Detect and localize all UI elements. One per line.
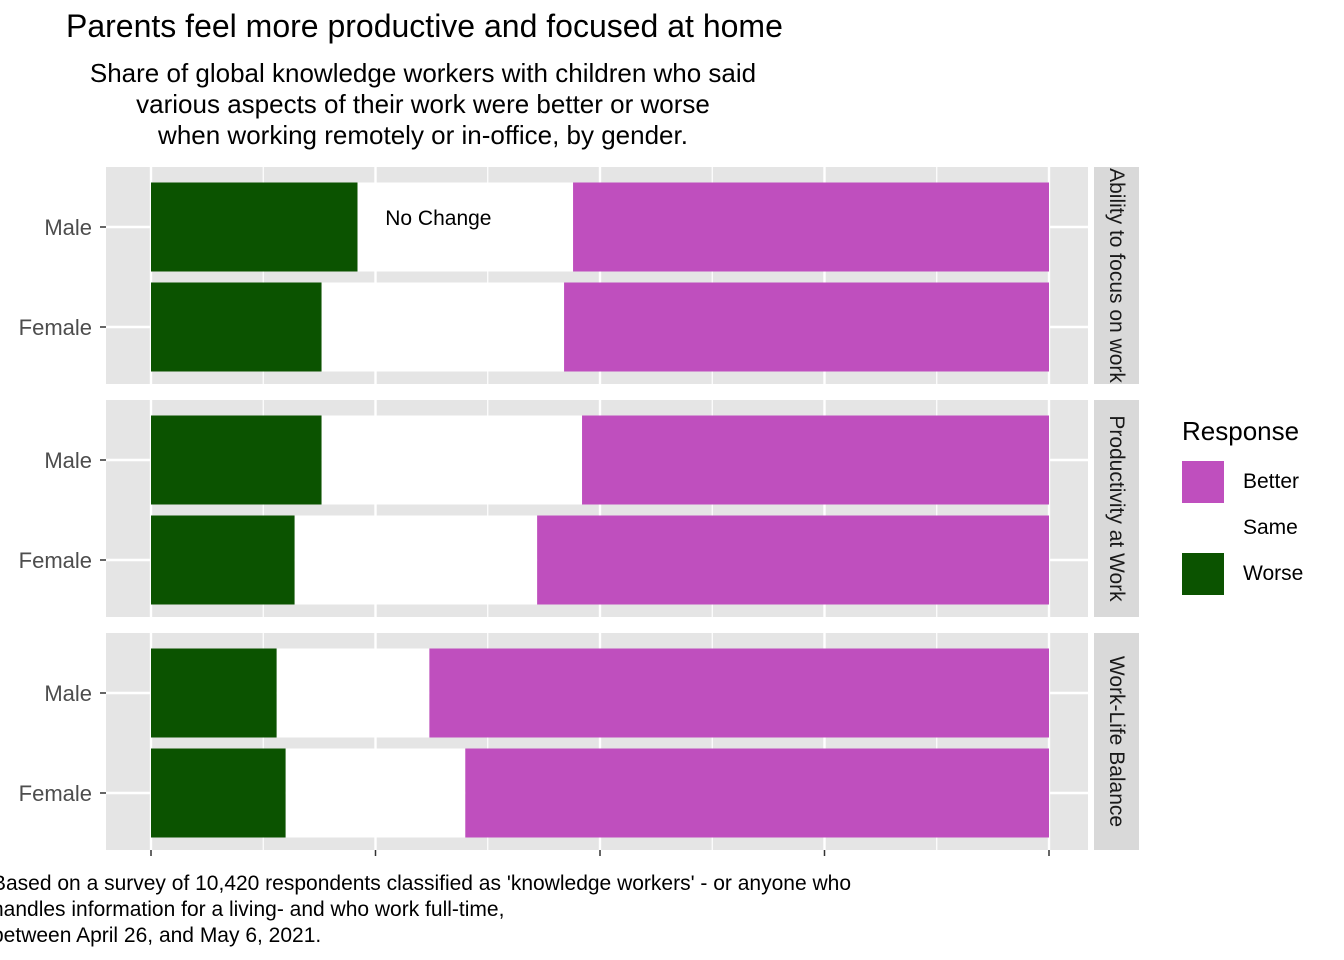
chart-caption: Based on a survey of 10,420 respondents …	[0, 872, 852, 947]
y-tick-label-female: Female	[19, 315, 92, 340]
legend-item-same: Same	[1182, 505, 1303, 551]
bar-productivity-at-work-male-worse	[151, 415, 322, 505]
bar-productivity-at-work-female-better	[537, 515, 1049, 605]
facet-strip-label-group: Work-Life Balance	[1105, 656, 1128, 827]
bar-work-life-balance-female-better	[465, 748, 1049, 838]
y-tick-label-female: Female	[19, 548, 92, 573]
legend-label-better: Better	[1243, 470, 1300, 493]
annotation-no-change: No Change	[385, 207, 491, 230]
chart-title: Parents feel more productive and focused…	[66, 8, 783, 44]
legend-label-worse: Worse	[1243, 562, 1304, 585]
bar-ability-to-focus-on-work-male-better	[573, 182, 1049, 272]
facet-strip-label-productivity-at-work: Productivity at Work	[1105, 415, 1128, 602]
facet-strip-label-ability-to-focus-on-work: Ability to focus on work	[1105, 168, 1128, 383]
facet-strip-productivity-at-work	[1094, 400, 1139, 617]
facet-strip-ability-to-focus-on-work	[1094, 167, 1139, 384]
y-tick-label-female: Female	[19, 781, 92, 806]
bar-productivity-at-work-female-same	[294, 515, 538, 605]
legend-item-better: Better	[1182, 459, 1303, 505]
bar-productivity-at-work-male-same	[321, 415, 583, 505]
bar-work-life-balance-male-same	[276, 648, 430, 738]
legend-label-same: Same	[1243, 516, 1298, 539]
legend-swatch-better	[1182, 461, 1224, 503]
bar-ability-to-focus-on-work-male-same	[357, 182, 574, 272]
y-tick-label-male: Male	[44, 215, 92, 240]
bar-ability-to-focus-on-work-female-better	[564, 282, 1049, 372]
bar-ability-to-focus-on-work-female-same	[321, 282, 565, 372]
bar-ability-to-focus-on-work-female-worse	[151, 282, 322, 372]
facet-strip-label-group: Productivity at Work	[1105, 415, 1128, 602]
bar-productivity-at-work-female-worse	[151, 515, 295, 605]
bar-productivity-at-work-male-better	[582, 415, 1049, 505]
bar-work-life-balance-female-same	[285, 748, 466, 838]
facet-strip-label-work-life-balance: Work-Life Balance	[1105, 656, 1128, 827]
legend-item-worse: Worse	[1182, 551, 1303, 597]
facet-strip-label-group: Ability to focus on work	[1105, 168, 1128, 383]
y-tick-label-male: Male	[44, 681, 92, 706]
bar-work-life-balance-male-worse	[151, 648, 277, 738]
bar-ability-to-focus-on-work-male-worse	[151, 182, 358, 272]
legend-title: Response	[1182, 416, 1300, 446]
bar-work-life-balance-female-worse	[151, 748, 286, 838]
facet-strip-work-life-balance	[1094, 633, 1139, 850]
chart-subtitle: Share of global knowledge workers with c…	[89, 58, 757, 150]
legend-swatch-worse	[1182, 553, 1224, 595]
legend: Response Better Same Worse	[1182, 416, 1303, 597]
bar-work-life-balance-male-better	[429, 648, 1049, 738]
legend-swatch-same	[1182, 507, 1224, 549]
y-tick-label-male: Male	[44, 448, 92, 473]
